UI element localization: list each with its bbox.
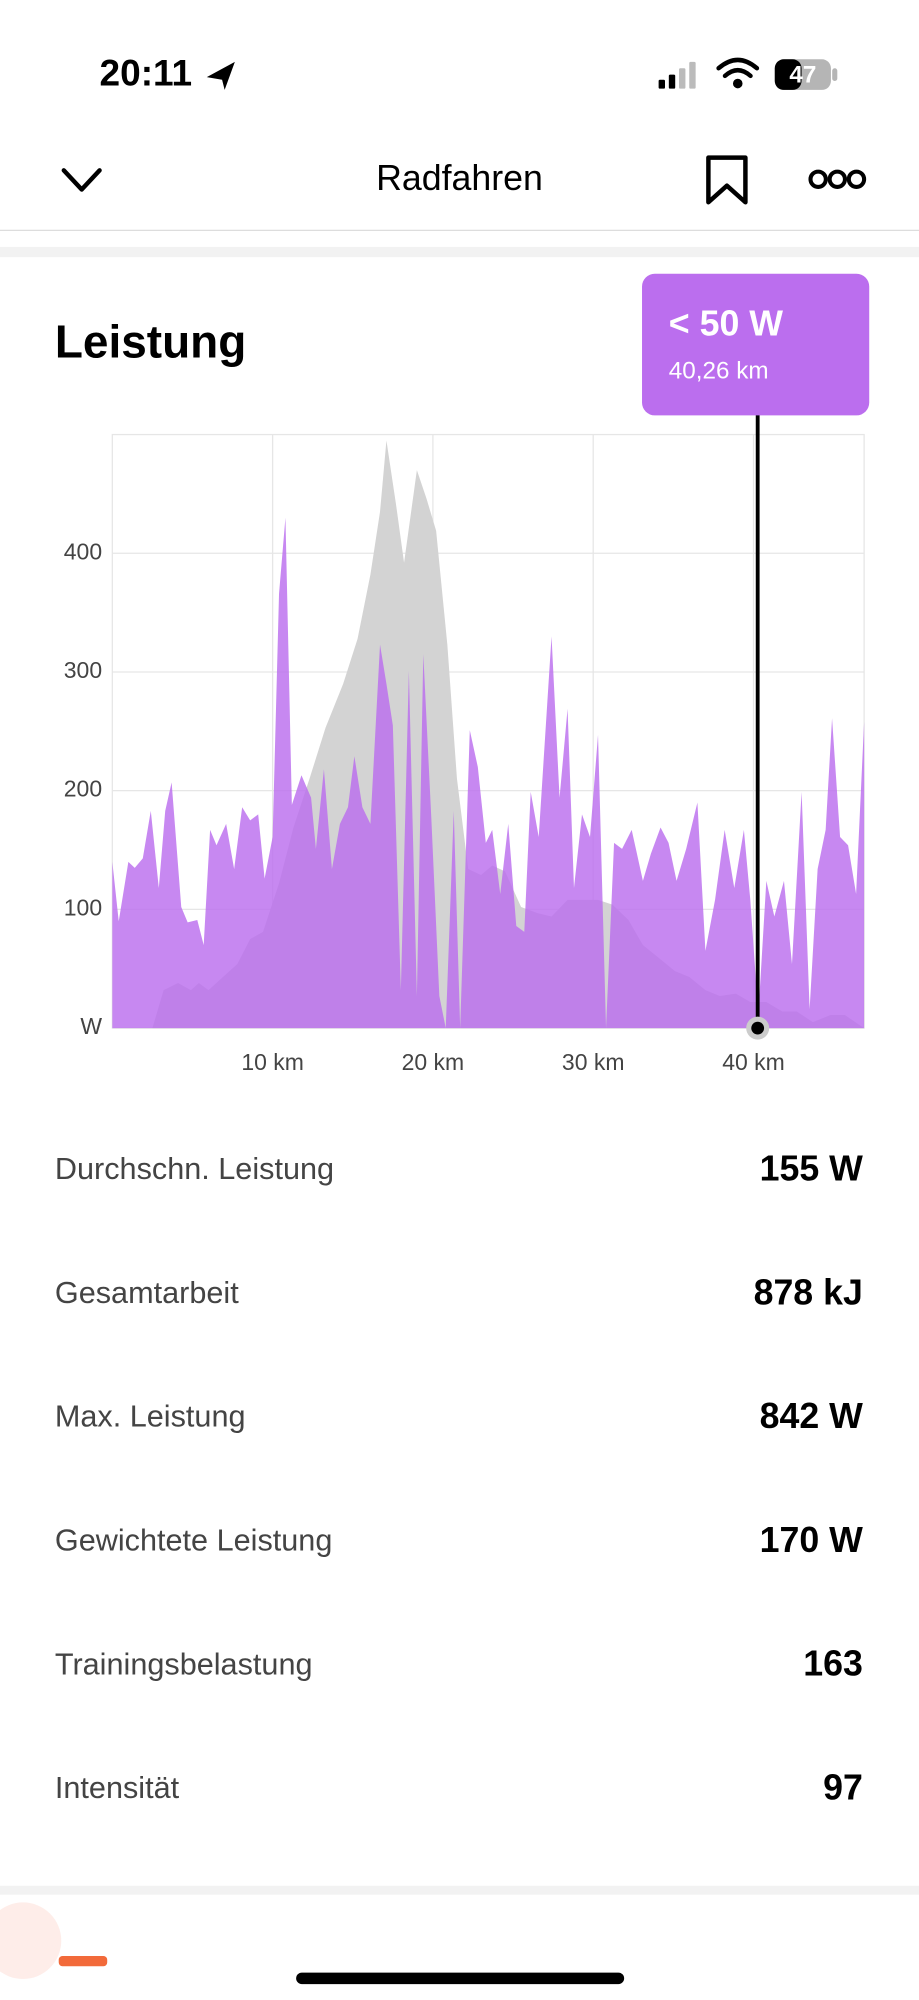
more-button[interactable] xyxy=(808,169,867,189)
y-tick-label: 400 xyxy=(64,538,102,564)
y-tick-label: 100 xyxy=(64,894,102,920)
battery-text: 47 xyxy=(789,61,816,88)
chart: W 100 200 300 400 10 km 20 km 30 km 40 km < 50 W 4… xyxy=(64,273,870,1075)
stat-label: Gesamtarbeit xyxy=(55,1276,239,1310)
tooltip-position: 40,26 km xyxy=(669,357,769,384)
location-icon xyxy=(206,61,235,90)
cursor-dot xyxy=(751,1021,765,1035)
signal-icon xyxy=(658,61,696,89)
section-divider xyxy=(0,246,919,258)
home-indicator xyxy=(296,1972,625,1985)
y-tick-label: W xyxy=(80,1013,102,1039)
wifi-icon xyxy=(716,57,760,89)
x-tick-label: 20 km xyxy=(402,1049,465,1075)
status-time: 20:11 xyxy=(100,52,193,94)
stat-value: 170 W xyxy=(760,1520,864,1560)
stats: Durchschn. Leistung 155 W Gesamtarbeit 878 … xyxy=(55,1148,863,1807)
stat-value: 842 W xyxy=(760,1396,864,1436)
header-title: Radfahren xyxy=(376,158,543,198)
partial-icon xyxy=(58,1956,108,1967)
x-tick-label: 30 km xyxy=(562,1049,625,1075)
stat-value: 97 xyxy=(823,1768,863,1808)
tooltip-value: < 50 W xyxy=(669,304,783,344)
stat-value: 155 W xyxy=(760,1148,864,1188)
section-title: Leistung xyxy=(55,315,246,367)
x-tick-label: 40 km xyxy=(722,1049,785,1075)
battery-tip xyxy=(832,68,838,81)
bookmark-button[interactable] xyxy=(706,155,748,205)
stat-label: Intensität xyxy=(55,1771,180,1805)
x-tick-label: 10 km xyxy=(241,1049,304,1075)
stat-label: Max. Leistung xyxy=(55,1400,246,1434)
stat-value: 163 xyxy=(803,1644,863,1684)
y-tick-label: 300 xyxy=(64,657,102,683)
partial-icon xyxy=(0,1902,62,1979)
back-button[interactable] xyxy=(61,168,102,192)
section-divider xyxy=(0,1885,919,1895)
stat-label: Trainingsbelastung xyxy=(55,1647,313,1681)
stat-label: Gewichtete Leistung xyxy=(55,1524,332,1558)
y-tick-label: 200 xyxy=(64,776,102,802)
stat-value: 878 kJ xyxy=(754,1272,863,1312)
stat-label: Durchschn. Leistung xyxy=(55,1152,334,1186)
tooltip xyxy=(642,273,870,416)
battery-level xyxy=(774,59,802,90)
area xyxy=(112,517,865,1029)
